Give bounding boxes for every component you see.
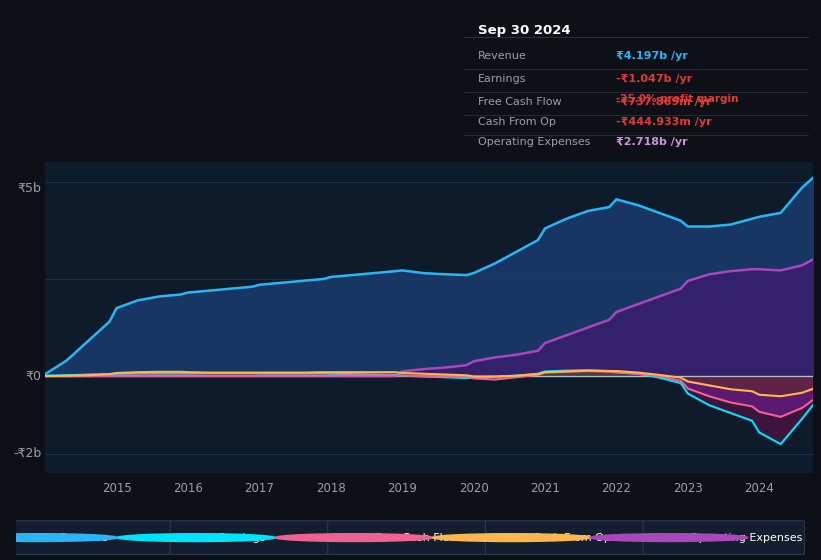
Text: 2023: 2023 [673,482,703,496]
FancyBboxPatch shape [485,521,647,554]
Text: Free Cash Flow: Free Cash Flow [478,97,562,107]
Text: -₹737.869m /yr: -₹737.869m /yr [616,97,711,107]
Text: ₹4.197b /yr: ₹4.197b /yr [616,50,687,60]
Circle shape [590,534,748,542]
Text: Operating Expenses: Operating Expenses [478,137,590,147]
Text: Sep 30 2024: Sep 30 2024 [478,24,571,38]
FancyBboxPatch shape [643,521,805,554]
Text: ₹5b: ₹5b [18,182,42,195]
Circle shape [0,534,117,542]
Text: ₹0: ₹0 [25,370,42,382]
Text: 2024: 2024 [745,482,774,496]
Text: -₹2b: -₹2b [13,447,42,460]
Circle shape [275,534,433,542]
Text: -25.0% profit margin: -25.0% profit margin [616,94,738,104]
Circle shape [117,534,275,542]
Text: Free Cash Flow: Free Cash Flow [375,533,459,543]
Text: Revenue: Revenue [478,50,526,60]
Text: -₹1.047b /yr: -₹1.047b /yr [616,74,692,84]
Text: Earnings: Earnings [218,533,266,543]
Text: Earnings: Earnings [478,74,526,84]
Circle shape [433,534,590,542]
FancyBboxPatch shape [170,521,332,554]
Text: -₹444.933m /yr: -₹444.933m /yr [616,117,711,127]
Text: 2016: 2016 [173,482,203,496]
Text: Operating Expenses: Operating Expenses [690,533,803,543]
Text: ₹2.718b /yr: ₹2.718b /yr [616,137,687,147]
Text: 2015: 2015 [102,482,131,496]
FancyBboxPatch shape [12,521,174,554]
Text: 2022: 2022 [602,482,631,496]
Text: 2019: 2019 [388,482,417,496]
Text: 2021: 2021 [530,482,560,496]
Text: Cash From Op: Cash From Op [533,533,611,543]
FancyBboxPatch shape [328,521,489,554]
Text: 2018: 2018 [316,482,346,496]
Text: 2017: 2017 [245,482,274,496]
Text: 2020: 2020 [459,482,488,496]
Text: Cash From Op: Cash From Op [478,117,556,127]
Text: Revenue: Revenue [60,533,108,543]
